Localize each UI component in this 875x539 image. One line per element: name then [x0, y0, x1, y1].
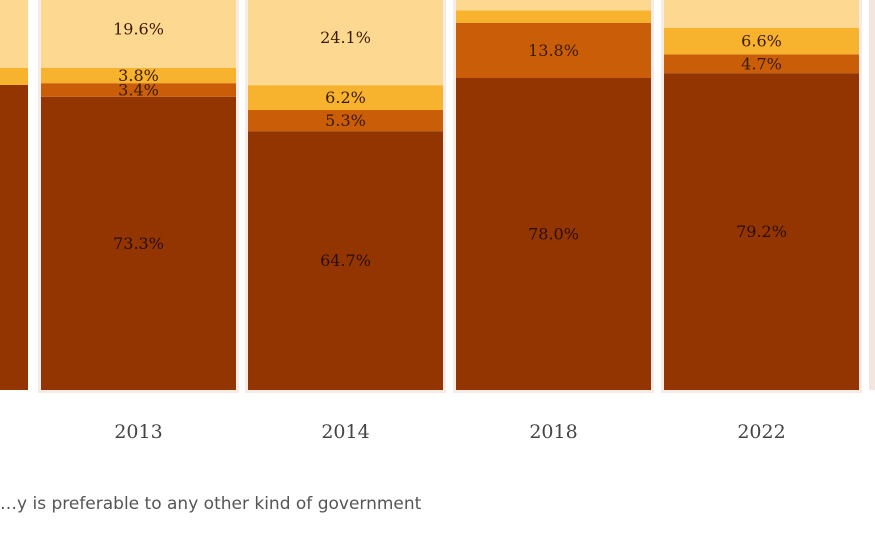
data-label: 79.2% — [736, 222, 787, 241]
data-label: 73.3% — [113, 234, 164, 253]
bar-segment — [456, 78, 651, 390]
x-tick-label: 2014 — [321, 421, 369, 443]
x-tick-label: 2022 — [737, 421, 785, 443]
data-label: 24.1% — [320, 28, 371, 47]
data-label: 64.7% — [320, 251, 371, 270]
bar-segment — [664, 54, 859, 74]
bar-segment — [664, 0, 859, 28]
cropped-bar-left — [0, 85, 28, 390]
bar-segment — [41, 0, 236, 68]
legend-entry-label: …y is preferable to any other kind of go… — [0, 494, 422, 514]
bar-segment — [41, 68, 236, 84]
data-label: 6.2% — [325, 88, 366, 107]
bar-segment — [456, 0, 651, 11]
bar-segment — [456, 10, 651, 23]
data-label: 3.8% — [118, 66, 159, 85]
bar-segment — [248, 0, 443, 86]
data-label: 78.0% — [528, 225, 579, 244]
bar-segment — [456, 22, 651, 78]
x-tick-label: 2018 — [529, 421, 577, 443]
data-label: 19.6% — [113, 20, 164, 39]
data-label: 4.7% — [741, 54, 782, 73]
cropped-bar-right — [869, 0, 875, 390]
x-tick-label: 2013 — [114, 421, 162, 443]
data-label: 5.3% — [325, 111, 366, 130]
bar-segment — [41, 83, 236, 97]
data-label: 6.6% — [741, 32, 782, 51]
data-label: 13.8% — [528, 41, 579, 60]
bar-segment — [248, 85, 443, 110]
cropped-bar-left-segment — [0, 68, 28, 85]
bar-segment — [248, 110, 443, 132]
cropped-bar-left-segment — [0, 0, 28, 68]
bar-segment — [248, 131, 443, 390]
bar-segment — [664, 28, 859, 55]
bar-segment — [664, 73, 859, 390]
bar-segment — [41, 96, 236, 391]
data-label: 3.4% — [118, 81, 159, 100]
